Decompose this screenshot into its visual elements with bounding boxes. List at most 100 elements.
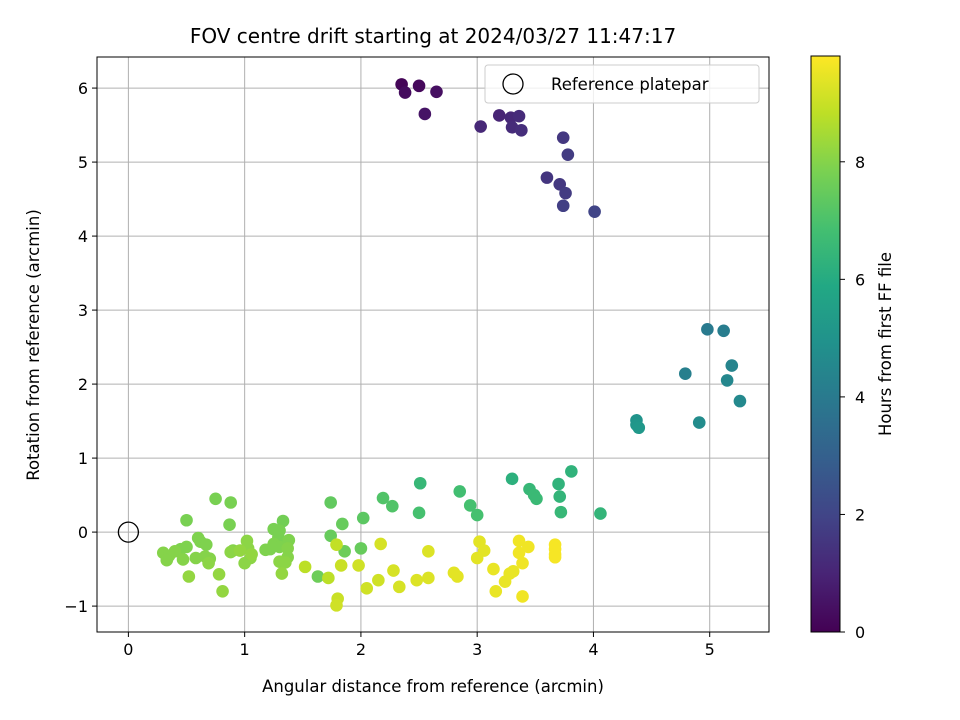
data-point <box>512 534 526 548</box>
y-tick-label: 3 <box>78 301 88 320</box>
data-point <box>453 485 467 498</box>
data-point <box>515 123 528 137</box>
data-point <box>160 553 174 567</box>
y-tick-label: 0 <box>78 523 88 542</box>
data-point <box>553 177 567 191</box>
data-point <box>298 560 312 574</box>
x-tick-label: 2 <box>356 640 366 659</box>
data-point <box>376 491 390 505</box>
data-point <box>245 547 258 561</box>
legend-label: Reference platepar <box>551 75 709 94</box>
y-tick-label: 1 <box>78 449 88 468</box>
data-point <box>516 556 529 570</box>
data-point <box>324 496 337 509</box>
plot-frame <box>96 56 770 633</box>
y-tick-label: 5 <box>78 153 88 172</box>
data-point <box>212 567 226 581</box>
data-point <box>540 171 554 184</box>
data-point <box>725 359 739 372</box>
data-point <box>470 551 484 565</box>
data-point <box>422 545 435 558</box>
data-point <box>352 559 365 572</box>
legend: Reference platepar <box>484 64 760 104</box>
data-point <box>279 556 292 569</box>
data-point <box>594 507 607 520</box>
data-point <box>733 394 747 408</box>
colorbar-tick-label: 8 <box>855 153 865 172</box>
y-axis-title: Rotation from reference (arcmin) <box>24 209 43 481</box>
data-point <box>487 562 500 576</box>
data-point <box>512 109 526 123</box>
data-point <box>180 513 193 527</box>
data-point <box>489 584 503 598</box>
data-point <box>238 556 251 570</box>
data-point <box>392 580 406 594</box>
data-point <box>224 496 238 509</box>
data-point <box>334 559 348 572</box>
data-point <box>276 514 290 528</box>
data-point <box>176 553 190 566</box>
data-point <box>374 537 387 551</box>
data-point <box>561 148 575 161</box>
data-point <box>506 565 520 578</box>
colorbar-tick-label: 6 <box>855 270 865 289</box>
data-point <box>202 556 215 570</box>
data-point <box>522 540 535 554</box>
data-point <box>322 571 335 585</box>
data-point <box>512 546 526 560</box>
data-point <box>418 107 432 121</box>
data-point <box>554 505 568 519</box>
data-point <box>324 529 337 543</box>
data-point <box>311 570 325 583</box>
y-tick-label: 4 <box>78 227 88 246</box>
data-point <box>223 518 236 531</box>
data-point <box>548 550 562 564</box>
data-point <box>398 86 412 99</box>
data-point <box>632 421 646 435</box>
data-point <box>530 492 543 506</box>
data-point <box>387 564 400 577</box>
x-tick-label: 4 <box>588 640 598 659</box>
data-point <box>516 590 529 603</box>
data-point <box>463 499 477 512</box>
data-point <box>330 599 343 612</box>
data-point <box>692 416 706 429</box>
data-point <box>470 508 484 522</box>
data-point <box>505 472 519 486</box>
data-point <box>412 506 426 520</box>
data-point <box>556 131 570 144</box>
data-point <box>553 490 567 503</box>
data-points <box>117 78 747 612</box>
data-point <box>233 544 247 557</box>
data-point <box>360 582 374 595</box>
colorbar: 0 2 4 6 8 Hours from first FF file <box>810 55 895 642</box>
data-point <box>565 465 578 478</box>
data-point <box>281 542 294 555</box>
colorbar-gradient <box>810 55 841 633</box>
x-tick-label: 3 <box>472 640 482 659</box>
data-point <box>224 545 238 559</box>
colorbar-tick-label: 0 <box>855 623 865 642</box>
data-point <box>386 499 399 513</box>
data-point <box>336 517 349 531</box>
legend-box <box>484 64 760 104</box>
x-axis-title: Angular distance from reference (arcmin) <box>262 677 604 696</box>
data-point <box>422 571 435 585</box>
data-point <box>701 323 714 336</box>
data-point <box>717 324 730 338</box>
chart-title: FOV centre drift starting at 2024/03/27 … <box>190 24 676 48</box>
data-point <box>356 511 370 525</box>
y-axis: −1 0 1 2 3 4 5 6 <box>64 79 97 616</box>
data-point <box>354 542 368 555</box>
data-point <box>412 79 426 93</box>
data-point <box>275 567 289 580</box>
data-point <box>330 538 343 551</box>
data-point <box>430 85 443 99</box>
data-point <box>372 573 385 587</box>
x-axis: 0 1 2 3 4 5 <box>123 632 715 659</box>
x-tick-label: 5 <box>705 640 715 659</box>
x-tick-label: 1 <box>240 640 250 659</box>
data-point <box>474 120 487 133</box>
data-point <box>588 205 601 218</box>
